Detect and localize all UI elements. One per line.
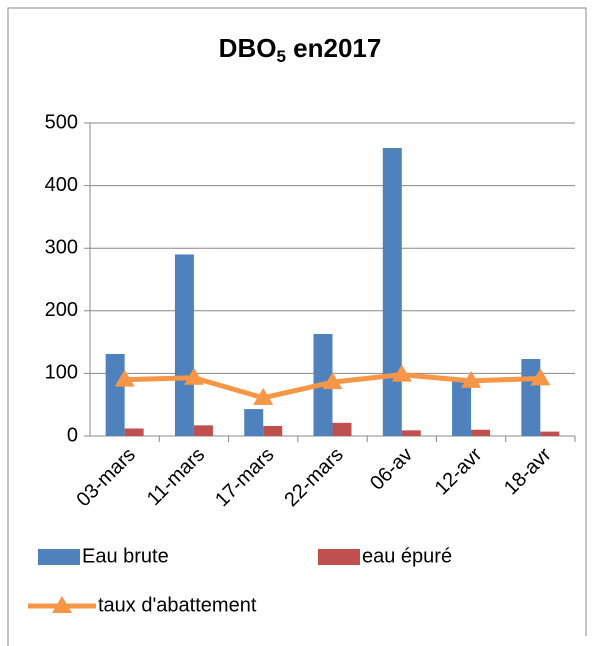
bar [401, 430, 421, 436]
x-tick-label: 12-avr [431, 443, 487, 499]
y-tick-label: 100 [45, 362, 78, 384]
bar [521, 359, 541, 436]
bar [332, 422, 352, 436]
x-tick-label: 18-avr [500, 443, 556, 499]
bar [471, 429, 491, 436]
legend-label: eau épuré [362, 545, 452, 567]
marker [183, 367, 204, 385]
marker [253, 387, 274, 405]
title-part: DBO [219, 33, 277, 63]
title-subscript: 5 [276, 47, 285, 66]
bar [105, 353, 125, 436]
bar [382, 148, 402, 437]
y-tick-label: 300 [45, 236, 78, 258]
bar [263, 425, 283, 436]
x-tick-label: 11-mars [143, 444, 209, 510]
marker [322, 372, 343, 390]
bar [452, 379, 472, 436]
x-tick-label: 22-mars [280, 444, 347, 511]
chart-border [7, 7, 587, 646]
y-tick-label: 0 [67, 424, 78, 446]
bar [193, 425, 213, 436]
y-tick-label: 500 [45, 111, 78, 133]
x-tick-label: 03-mars [72, 444, 139, 511]
marker [530, 368, 551, 386]
marker [114, 369, 135, 387]
bar [124, 428, 144, 436]
y-tick-label: 400 [45, 174, 78, 196]
legend-swatch [38, 549, 80, 565]
x-tick-label: 17-mars [211, 444, 278, 511]
bar [174, 254, 194, 436]
chart-title: DBO5 en2017 [219, 33, 382, 67]
legend-swatch [318, 549, 360, 565]
x-tick-label: 06-av [366, 444, 417, 495]
y-tick-label: 200 [45, 299, 78, 321]
marker [461, 370, 482, 388]
legend-marker [52, 596, 72, 613]
bar [540, 431, 560, 436]
title-part: en2017 [286, 33, 381, 63]
legend-label: taux d'abattement [98, 594, 257, 616]
bar [244, 409, 264, 436]
legend-label: Eau brute [82, 545, 169, 567]
marker [391, 364, 412, 382]
